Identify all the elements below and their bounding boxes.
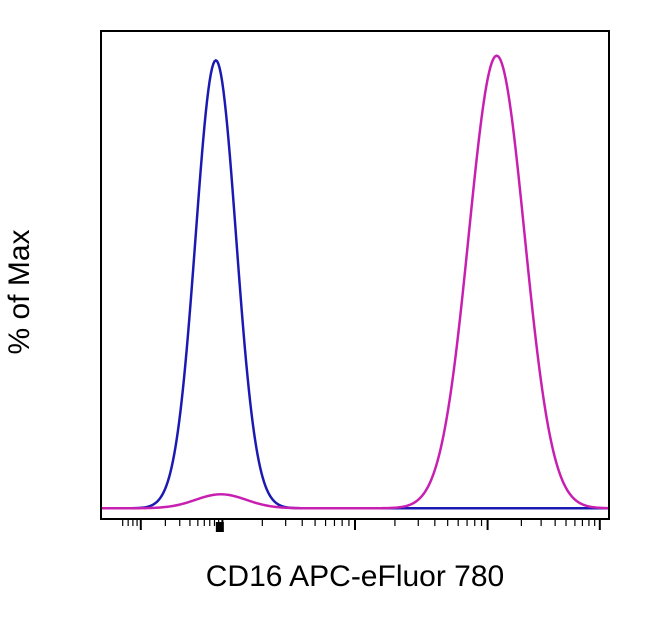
- chart-container: [100, 30, 610, 520]
- series-stained: [102, 56, 608, 509]
- series-control: [102, 60, 608, 508]
- y-axis-label: % of Max: [3, 229, 37, 354]
- x-axis-ticks: [100, 520, 610, 540]
- plot-area: [100, 30, 610, 520]
- x-axis-label: CD16 APC-eFluor 780: [100, 560, 610, 594]
- histogram-curves: [102, 32, 608, 518]
